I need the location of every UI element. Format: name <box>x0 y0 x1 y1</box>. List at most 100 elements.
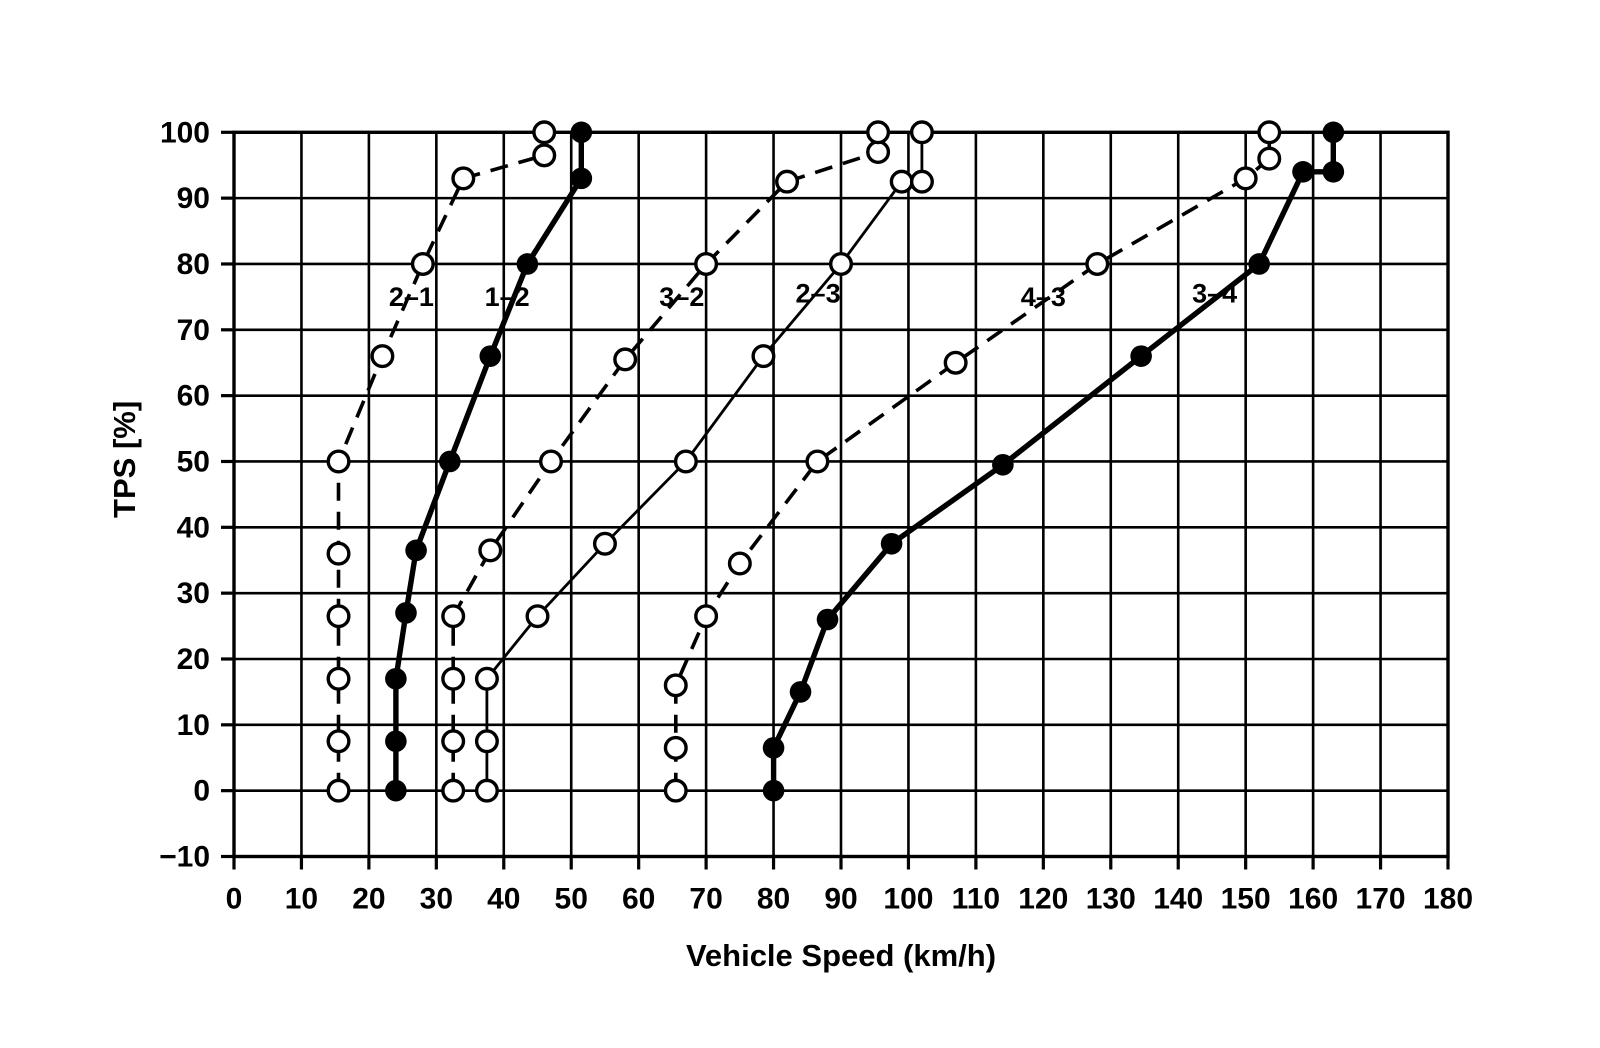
data-point-filled <box>1248 253 1270 275</box>
data-point-filled <box>1130 345 1152 367</box>
data-point-open <box>326 604 351 629</box>
tick-marks <box>221 130 1450 870</box>
series-label-1-2: 1–2 <box>485 282 530 312</box>
data-point-open <box>525 604 550 629</box>
x-tick-label: 70 <box>689 883 722 916</box>
x-tick-label: 150 <box>1221 883 1271 916</box>
data-point-open <box>441 666 466 691</box>
series-label-3-2: 3–2 <box>659 282 704 312</box>
x-tick-label: 40 <box>487 883 520 916</box>
data-point-open <box>694 604 719 629</box>
data-point-open <box>474 729 499 754</box>
x-tick-label: 80 <box>757 883 790 916</box>
series-label-4-3: 4–3 <box>1021 282 1066 312</box>
x-tick-label: 0 <box>226 883 243 916</box>
series-label-2-3: 2–3 <box>796 279 841 309</box>
y-tick-label: 0 <box>193 775 210 808</box>
data-point-open <box>441 604 466 629</box>
data-point-open <box>1257 146 1282 171</box>
data-point-open <box>451 166 476 191</box>
data-point-open <box>909 120 934 145</box>
data-point-open <box>441 778 466 803</box>
data-point-open <box>829 251 854 276</box>
data-point-open <box>410 251 435 276</box>
series-label-2-1: 2–1 <box>389 282 434 312</box>
data-point-open <box>474 666 499 691</box>
data-point-filled <box>1292 161 1314 183</box>
data-point-filled <box>385 730 407 753</box>
data-point-open <box>1257 120 1282 145</box>
x-tick-label: 90 <box>824 883 857 916</box>
data-point-open <box>592 531 617 556</box>
x-tick-label: 50 <box>555 883 588 916</box>
data-point-filled <box>762 737 785 759</box>
y-tick-label: 70 <box>177 314 210 347</box>
y-tick-label: 10 <box>177 709 210 742</box>
y-tick-label: 40 <box>177 511 210 544</box>
data-point-filled <box>479 345 502 367</box>
gridlines <box>234 132 1448 857</box>
y-tick-label: 20 <box>177 643 210 676</box>
data-point-open <box>805 449 830 474</box>
x-tick-label: 20 <box>352 883 385 916</box>
series-2-3-markers <box>474 120 934 803</box>
series-line <box>393 132 584 791</box>
series-1-2-markers <box>385 121 593 802</box>
data-point-open <box>326 729 351 754</box>
data-point-open <box>538 449 563 474</box>
data-point-open <box>613 347 638 372</box>
data-point-open <box>326 778 351 803</box>
data-point-open <box>673 449 698 474</box>
y-tick-label: 90 <box>177 182 210 215</box>
data-point-filled <box>789 681 812 703</box>
data-point-open <box>889 169 914 194</box>
data-point-filled <box>1322 161 1345 183</box>
data-point-filled <box>385 779 407 802</box>
data-point-open <box>1085 251 1110 276</box>
y-tick-labels: −10 0 10 20 30 40 50 60 70 80 90 100 <box>159 116 210 873</box>
data-point-open <box>370 344 395 369</box>
x-tick-label: 180 <box>1423 883 1473 916</box>
data-point-filled <box>395 602 417 624</box>
x-tick-label: 130 <box>1086 883 1136 916</box>
y-tick-label: 50 <box>177 445 210 478</box>
data-point-filled <box>816 608 839 631</box>
data-point-open <box>866 120 891 145</box>
data-point-open <box>943 350 968 375</box>
data-point-open <box>532 120 557 145</box>
data-point-open <box>326 449 351 474</box>
data-point-filled <box>570 167 593 190</box>
x-tick-labels: 0 10 20 30 40 50 60 70 80 90 100 110 120 130 140 150 160… <box>226 883 1473 916</box>
x-tick-label: 10 <box>285 883 318 916</box>
data-point-open <box>441 729 466 754</box>
x-tick-label: 60 <box>622 883 655 916</box>
data-point-open <box>532 143 557 168</box>
series-line-dashed <box>674 157 1271 791</box>
data-point-open <box>751 344 776 369</box>
data-point-open <box>326 666 351 691</box>
y-tick-label: 30 <box>177 577 210 610</box>
x-tick-label: 100 <box>883 883 933 916</box>
series-3-4-markers <box>762 121 1345 802</box>
series-4-3-markers <box>663 120 1282 803</box>
series-label-3-4: 3–4 <box>1192 279 1237 309</box>
data-point-open <box>478 538 503 563</box>
data-point-filled <box>405 539 427 562</box>
x-tick-label: 170 <box>1356 883 1406 916</box>
series-2-1-markers <box>326 120 557 803</box>
data-point-open <box>663 673 688 698</box>
x-tick-label: 160 <box>1288 883 1338 916</box>
y-tick-label: 60 <box>177 380 210 413</box>
data-point-filled <box>762 779 785 802</box>
data-point-filled <box>439 450 461 473</box>
data-point-open <box>663 735 688 760</box>
x-tick-label: 140 <box>1153 883 1203 916</box>
data-point-open <box>326 541 351 566</box>
data-point-filled <box>385 667 407 690</box>
data-point-filled <box>570 121 593 144</box>
data-point-open <box>727 551 752 576</box>
data-point-open <box>1233 166 1258 191</box>
data-point-filled <box>880 532 903 555</box>
y-axis-title: TPS [%] <box>107 401 142 518</box>
